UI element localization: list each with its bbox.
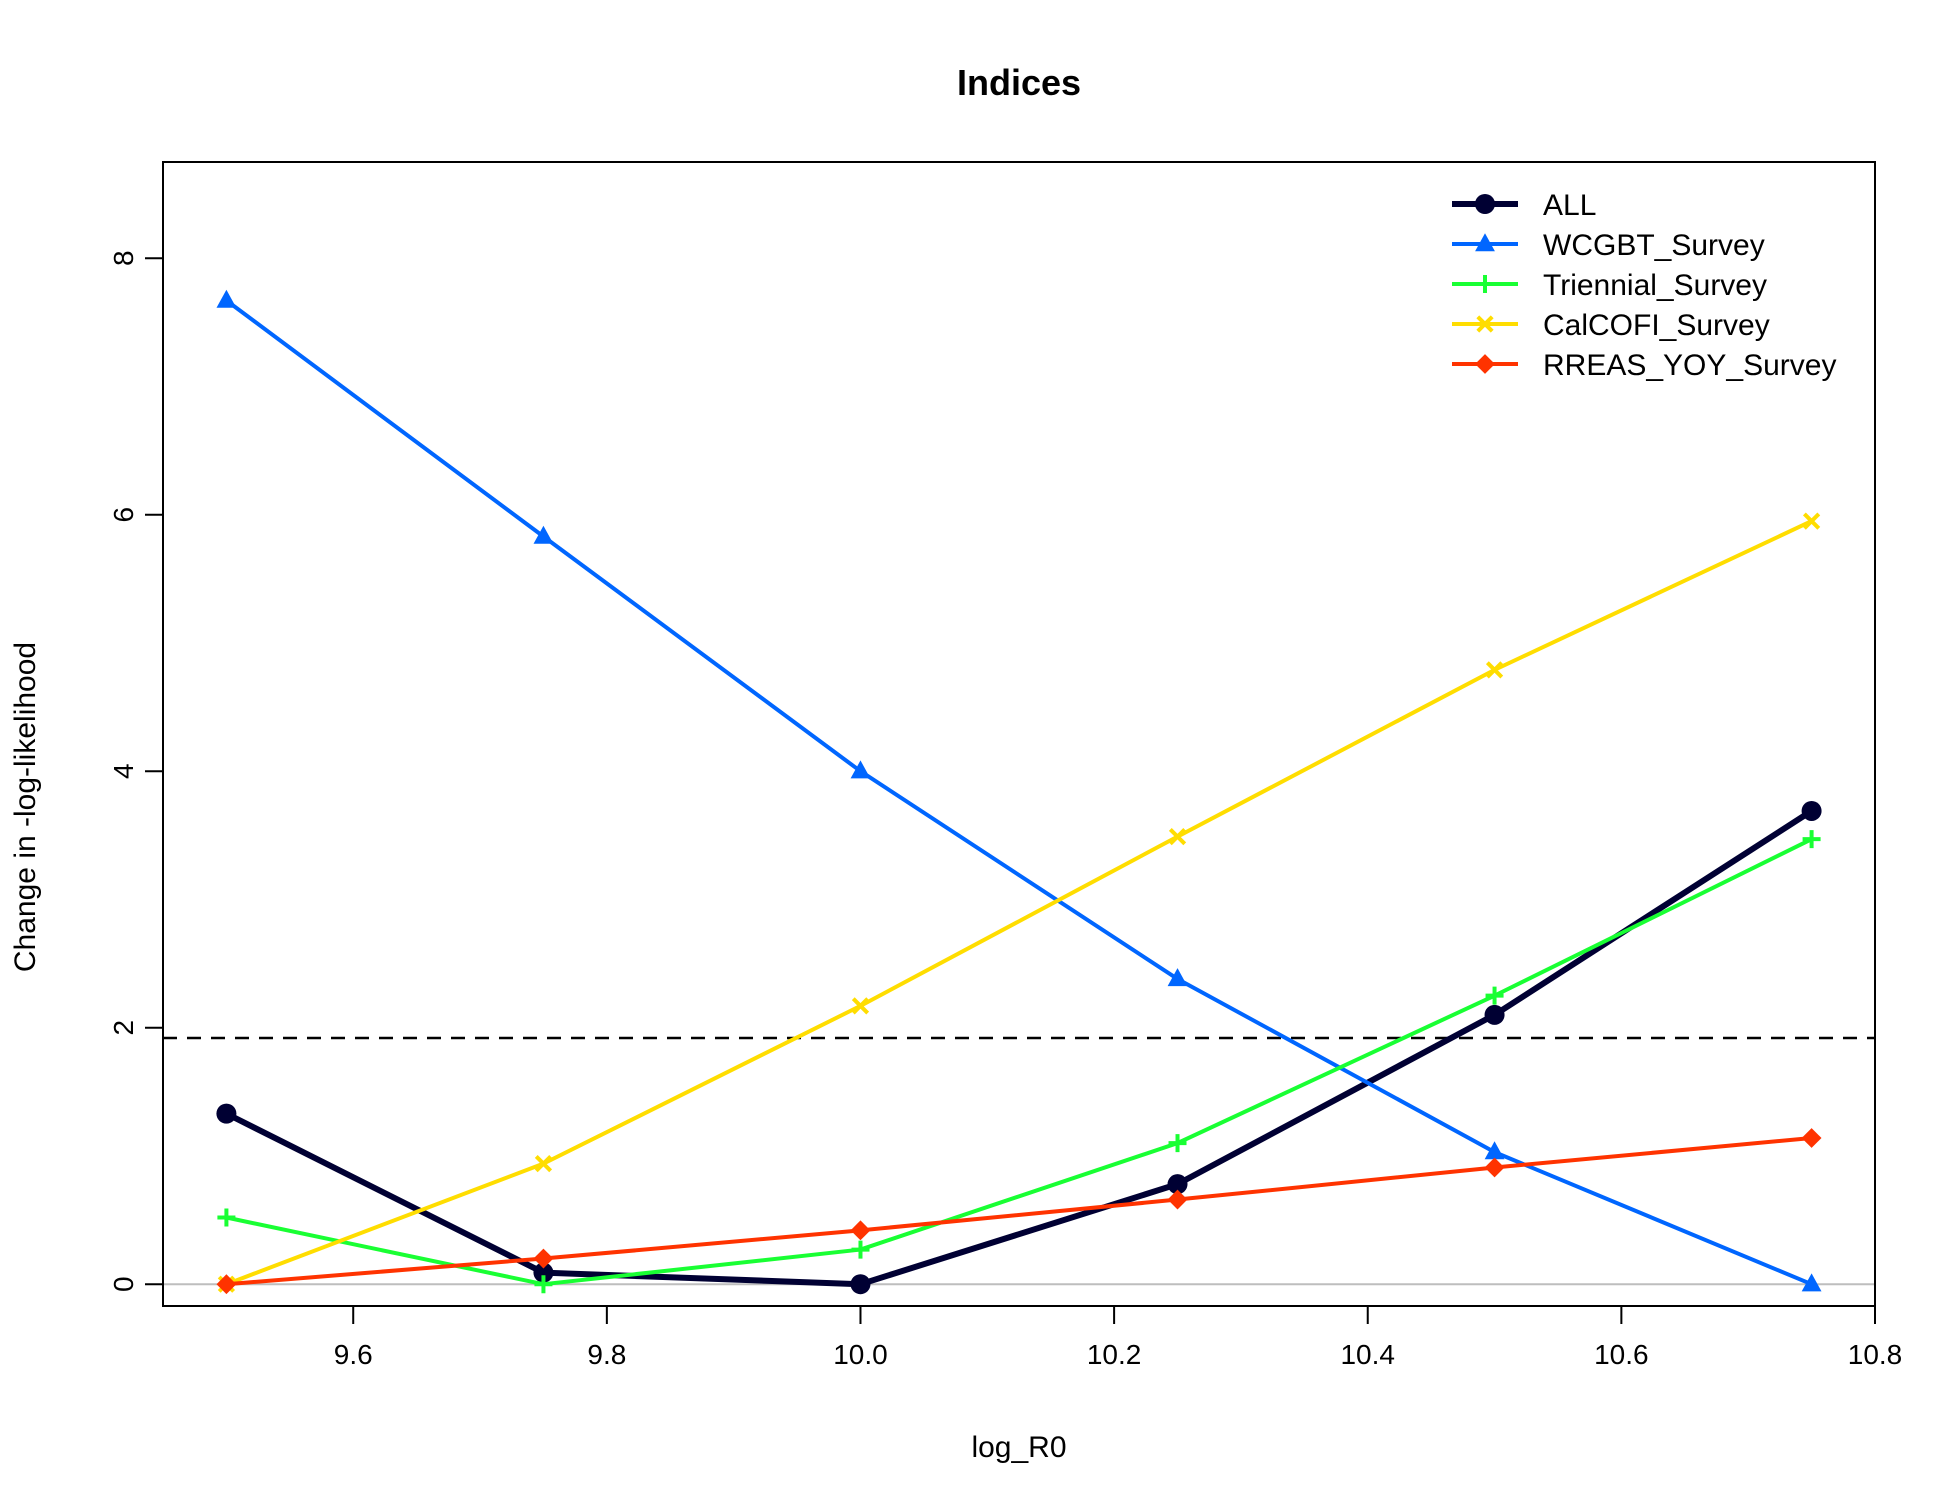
series-point — [851, 1240, 870, 1259]
x-axis: 9.6 9.8 10.0 10.2 10.4 10.6 10.8 — [334, 1305, 1903, 1370]
series-point — [216, 1274, 237, 1295]
series-line — [225, 837, 1813, 1287]
series-triennial-survey — [217, 830, 1821, 1294]
series-point — [1484, 1157, 1505, 1178]
x-tick-label: 9.6 — [334, 1339, 373, 1370]
series-calcofi-survey — [217, 512, 1821, 1293]
series-point — [850, 1220, 871, 1241]
series-point — [850, 1274, 871, 1295]
chart-title: Indices — [957, 62, 1081, 103]
series-point — [1802, 512, 1821, 530]
series-point — [533, 1262, 554, 1283]
series-point — [534, 1275, 553, 1294]
x-tick-label: 10.6 — [1594, 1339, 1649, 1370]
legend-label: WCGBT_Survey — [1543, 229, 1765, 262]
series-line — [225, 808, 1814, 1288]
series-point — [1484, 1004, 1505, 1025]
series-point — [1476, 275, 1494, 293]
legend-label: RREAS_YOY_Survey — [1543, 349, 1836, 382]
x-tick-label: 10.8 — [1848, 1339, 1903, 1370]
reference-lines — [163, 1036, 1875, 1286]
legend-label: Triennial_Survey — [1543, 269, 1767, 302]
x-axis-label: log_R0 — [971, 1431, 1066, 1464]
series-wcgbt-survey — [216, 289, 1822, 1292]
series-point — [533, 1248, 554, 1269]
y-tick-label: 6 — [108, 507, 139, 523]
series-point — [1475, 354, 1495, 374]
legend-item: WCGBT_Survey — [1452, 229, 1765, 262]
series-point — [533, 525, 554, 544]
series-point — [534, 1155, 553, 1173]
plot-frame — [162, 161, 1876, 1307]
legend-item: Triennial_Survey — [1452, 269, 1767, 302]
series-layer — [216, 289, 1822, 1295]
legend-item: RREAS_YOY_Survey — [1452, 349, 1836, 382]
y-axis-label: Change in -log-likelihood — [9, 642, 42, 972]
series-point — [1802, 830, 1821, 849]
y-tick-label: 0 — [108, 1276, 139, 1292]
series-point — [1475, 194, 1495, 214]
series-point — [851, 997, 870, 1015]
series-point — [1167, 968, 1188, 987]
legend-label: ALL — [1543, 189, 1596, 222]
x-tick-label: 9.8 — [587, 1339, 626, 1370]
series-point — [1801, 800, 1822, 821]
series-rreas-yoy-survey — [216, 1128, 1822, 1295]
series-point — [1475, 233, 1495, 252]
x-tick-label: 10.2 — [1087, 1339, 1142, 1370]
series-point — [1801, 1128, 1822, 1148]
series-line — [225, 298, 1813, 1287]
legend-item: ALL — [1452, 189, 1596, 222]
series-point — [217, 1208, 236, 1227]
series-point — [1168, 827, 1187, 846]
series-line — [225, 519, 1813, 1287]
series-point — [1167, 1174, 1188, 1195]
series-point — [216, 289, 237, 308]
x-tick-label: 10.4 — [1340, 1339, 1395, 1370]
series-point — [1801, 1273, 1822, 1292]
legend-label: CalCOFI_Survey — [1543, 309, 1770, 342]
y-tick-label: 8 — [108, 250, 139, 266]
series-point — [1167, 1189, 1188, 1210]
series-point — [850, 760, 871, 779]
y-tick-label: 2 — [108, 1020, 139, 1036]
series-point — [1485, 986, 1504, 1005]
series-point — [216, 1103, 237, 1124]
series-point — [1485, 661, 1504, 679]
y-axis: 0 2 4 6 8 — [108, 250, 164, 1292]
y-tick-label: 4 — [108, 763, 139, 779]
series-point — [1484, 1141, 1505, 1160]
legend: ALL WCGBT_Survey Triennial_Survey CalCOFI_S… — [1452, 189, 1836, 382]
series-all — [216, 800, 1822, 1295]
series-line — [226, 1135, 1812, 1287]
series-point — [1476, 315, 1494, 333]
legend-item: CalCOFI_Survey — [1452, 309, 1770, 342]
x-tick-label: 10.0 — [833, 1339, 888, 1370]
series-point — [1168, 1134, 1187, 1153]
